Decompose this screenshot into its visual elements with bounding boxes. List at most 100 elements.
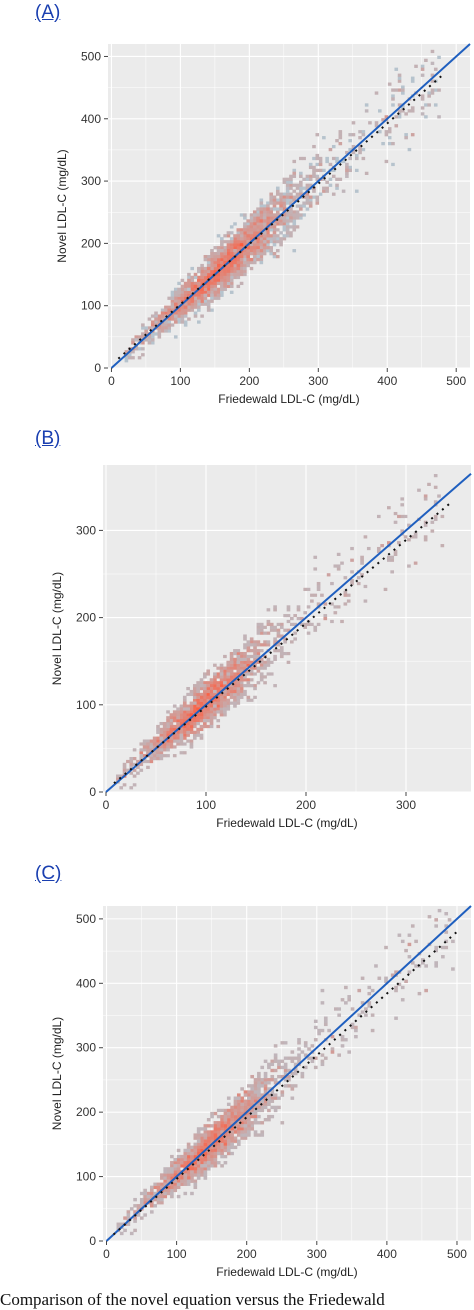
density-cell: [203, 1173, 208, 1177]
density-cell: [196, 1151, 201, 1156]
density-cell: [272, 240, 277, 244]
density-cell: [236, 231, 241, 235]
density-cell: [236, 260, 241, 265]
density-cell: [190, 266, 195, 271]
density-cell: [169, 736, 174, 740]
density-cell: [243, 237, 247, 241]
density-cell: [170, 1154, 174, 1159]
density-cell: [226, 272, 231, 277]
density-cell: [286, 605, 291, 609]
density-cell: [397, 541, 401, 545]
density-cell: [354, 1028, 358, 1033]
density-cell: [210, 293, 214, 297]
density-cell: [299, 216, 303, 220]
density-cell: [223, 1124, 228, 1128]
density-cell: [295, 195, 300, 199]
density-cell: [293, 622, 297, 627]
density-cell: [182, 727, 187, 732]
density-cell: [262, 207, 267, 211]
density-cell: [437, 88, 441, 92]
density-cell: [285, 192, 290, 196]
density-cell: [233, 1114, 238, 1119]
density-cell: [199, 695, 204, 699]
density-cell: [233, 249, 237, 253]
density-cell: [126, 1213, 131, 1217]
density-cell: [177, 302, 181, 306]
density-cell: [285, 234, 290, 238]
density-cell: [269, 237, 274, 241]
density-cell: [167, 323, 171, 327]
density-cell: [176, 733, 180, 737]
density-cell: [273, 654, 277, 659]
density-cell: [226, 1139, 231, 1143]
density-cell: [393, 549, 398, 554]
density-cell: [279, 651, 284, 656]
density-cell: [203, 1142, 208, 1146]
density-cell: [307, 1047, 311, 1051]
density-cell: [179, 727, 184, 732]
density-cell: [269, 195, 274, 199]
density-cell: [233, 649, 237, 653]
density-cell: [196, 681, 200, 685]
density-cell: [206, 305, 211, 309]
density-cell: [233, 651, 237, 656]
density-cell: [223, 254, 227, 259]
identity-line: [105, 472, 472, 793]
density-cell: [279, 634, 284, 638]
density-cell: [440, 514, 445, 519]
density-cell: [119, 1222, 124, 1226]
density-cell: [407, 970, 412, 974]
density-cell: [213, 284, 218, 289]
density-cell: [172, 704, 177, 708]
density-cell: [223, 257, 227, 262]
density-cell: [216, 684, 221, 688]
density-cell: [187, 317, 191, 321]
density-cell: [200, 1136, 204, 1140]
density-cell: [163, 1182, 168, 1186]
density-cell: [306, 605, 311, 609]
density-cell: [169, 742, 174, 746]
density-cell: [197, 302, 201, 306]
density-cell: [410, 133, 415, 137]
density-cell: [210, 1157, 214, 1162]
density-cell: [394, 988, 398, 993]
density-cell: [376, 546, 381, 551]
density-cell: [210, 254, 214, 259]
density-cell: [266, 213, 270, 217]
density-cell: [252, 249, 257, 253]
density-cell: [170, 1194, 174, 1199]
density-cell: [414, 964, 418, 968]
density-cell: [256, 243, 260, 247]
density-cell: [182, 751, 187, 755]
density-cell: [183, 320, 188, 324]
density-cell: [337, 1013, 341, 1017]
density-cell: [364, 103, 369, 107]
density-cell: [159, 756, 164, 761]
density-cell: [308, 174, 313, 178]
density-cell: [197, 290, 201, 294]
density-cell: [132, 762, 137, 767]
density-cell: [162, 721, 167, 726]
density-cell: [249, 213, 254, 217]
density-cell: [226, 1133, 231, 1137]
density-cell: [236, 663, 241, 667]
density-cell: [226, 660, 231, 664]
density-cell: [220, 243, 224, 247]
density-cell: [210, 1154, 214, 1159]
density-cell: [206, 1157, 211, 1162]
density-cell: [146, 739, 150, 743]
density-cell: [186, 1179, 191, 1183]
density-cell: [133, 1216, 137, 1220]
density-cell: [226, 1145, 231, 1150]
density-cell: [318, 168, 323, 173]
density-cell: [169, 724, 174, 729]
density-cell: [266, 204, 270, 208]
density-cell: [216, 672, 221, 676]
density-cell: [322, 177, 326, 181]
density-cell: [182, 701, 187, 705]
density-cell: [256, 228, 260, 232]
density-cell: [189, 710, 194, 714]
density-cell: [249, 234, 254, 238]
density-cell: [157, 314, 162, 318]
density-cell: [282, 219, 287, 223]
